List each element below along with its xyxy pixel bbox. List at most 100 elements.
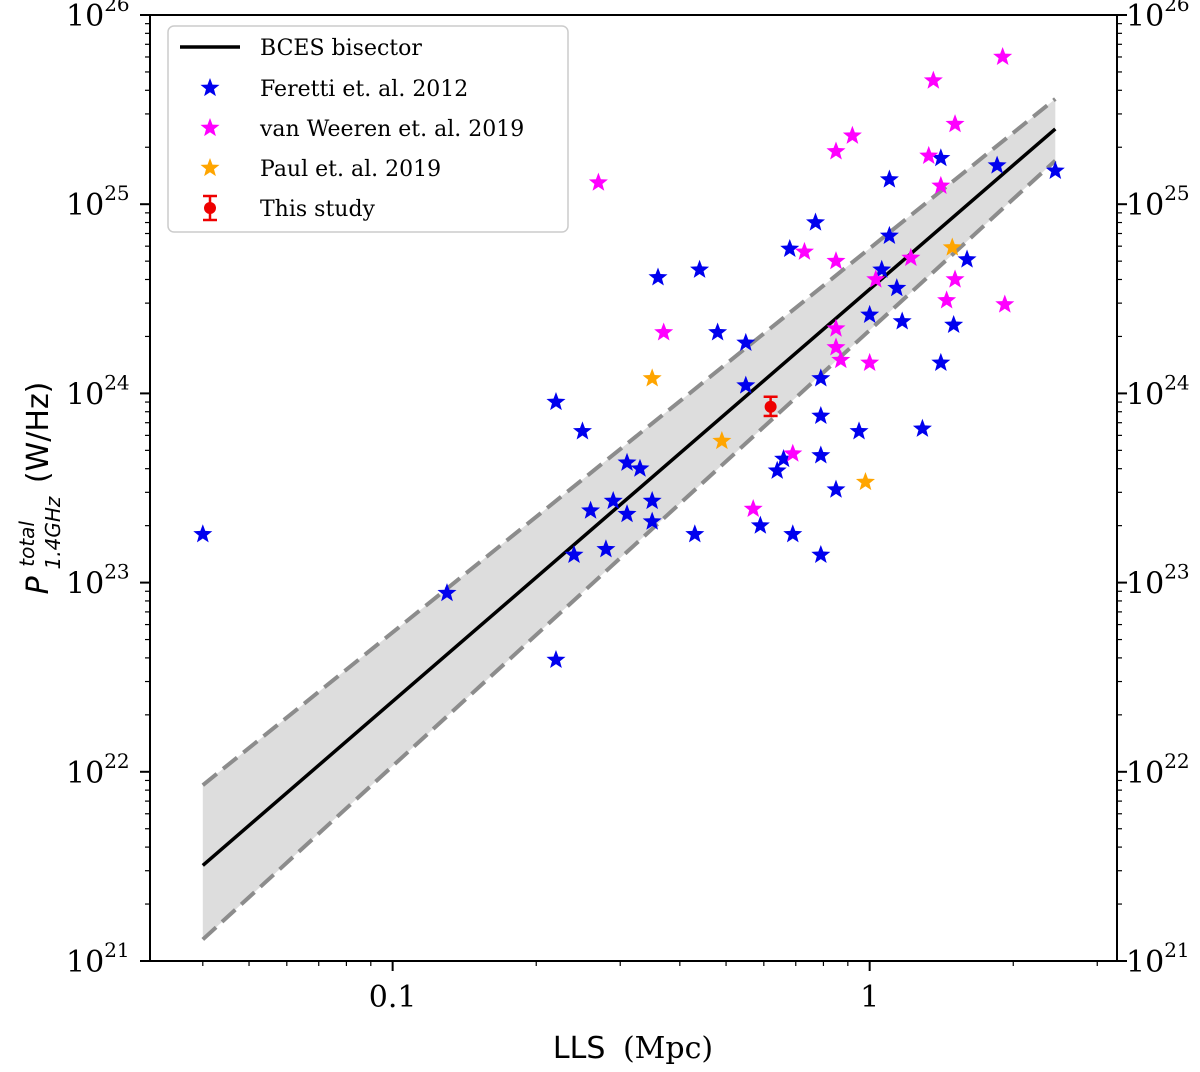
y-tick-label-right-25: 1025: [1126, 181, 1190, 223]
data-point-feretti-et-al-2012-27: [811, 405, 831, 425]
data-point-van-weeren-et-al-2019-17: [937, 290, 957, 309]
y-tick-label-left-25: 1025: [66, 181, 130, 223]
data-point-van-weeren-et-al-2019-12: [866, 269, 886, 288]
fit-lower-bound-line: [201, 159, 1057, 941]
data-point-feretti-et-al-2012-37: [892, 311, 912, 330]
plot-area: [193, 46, 1065, 941]
data-point-feretti-et-al-2012-7: [596, 539, 616, 558]
data-point-feretti-et-al-2012-31: [849, 421, 869, 440]
y-tick-label-left-26: 1026: [66, 0, 130, 34]
legend-swatch-van-weeren-et-al-2019: [200, 118, 220, 137]
data-point-feretti-et-al-2012-44: [1045, 160, 1065, 179]
data-point-feretti-et-al-2012-18: [736, 375, 756, 394]
data-point-feretti-et-al-2012-17: [708, 322, 728, 341]
legend-swatch-feretti-et-al-2012: [200, 78, 220, 97]
fit-line-bces-bisector: [201, 127, 1057, 867]
data-point-feretti-et-al-2012-23: [780, 238, 800, 258]
legend-label-fit: BCES bisector: [260, 36, 422, 61]
data-point-van-weeren-et-al-2019-11: [860, 352, 880, 371]
data-point-this-study-0: [764, 400, 777, 413]
y-tick-label-left-22: 1022: [66, 749, 130, 791]
data-point-van-weeren-et-al-2019-13: [901, 247, 921, 267]
x-axis-label-unit: (Mpc): [623, 1031, 713, 1066]
data-point-feretti-et-al-2012-28: [811, 445, 831, 464]
plot-frame: [149, 14, 1118, 962]
data-point-van-weeren-et-al-2019-3: [783, 443, 803, 462]
legend-swatch-this-study: [204, 202, 216, 214]
y-axis-label-unit: (W/Hz): [21, 382, 56, 483]
svg-text:P total 1.4GHz: P total 1.4GHz (W/Hz): [7, 382, 68, 595]
data-point-van-weeren-et-al-2019-5: [826, 141, 846, 160]
data-point-van-weeren-et-al-2019-21: [995, 294, 1015, 313]
data-point-van-weeren-et-al-2019-6: [826, 251, 846, 270]
data-point-feretti-et-al-2012-11: [630, 458, 650, 477]
data-point-feretti-et-al-2012-26: [811, 368, 831, 387]
data-point-feretti-et-al-2012-22: [774, 449, 794, 468]
data-points: [193, 46, 1065, 669]
x-tick-label-1: 1: [860, 980, 879, 1015]
data-point-feretti-et-al-2012-13: [642, 511, 662, 530]
y-tick-label-left-23: 1023: [66, 560, 130, 602]
data-point-van-weeren-et-al-2019-7: [826, 318, 846, 337]
series-paul-et-al-2019: [642, 237, 962, 491]
legend-label-this-study: This study: [260, 197, 376, 222]
x-axis-label: LLS (Mpc): [553, 1031, 713, 1066]
data-point-van-weeren-et-al-2019-0: [588, 172, 608, 191]
data-point-feretti-et-al-2012-38: [912, 418, 932, 437]
y-tick-label-right-21: 1021: [1126, 938, 1190, 980]
y-axis-label-superscript: total: [15, 521, 39, 567]
legend-label-feretti-et-al-2012: Feretti et. al. 2012: [260, 77, 468, 102]
data-point-van-weeren-et-al-2019-16: [931, 175, 951, 194]
data-point-paul-et-al-2019-3: [942, 237, 962, 256]
fit-upper-bound-line: [201, 97, 1057, 787]
data-point-feretti-et-al-2012-1: [437, 583, 457, 602]
data-point-paul-et-al-2019-2: [855, 472, 875, 491]
x-axis-label-text: LLS: [553, 1031, 605, 1066]
legend-label-paul-et-al-2019: Paul et. al. 2019: [260, 157, 441, 182]
data-point-van-weeren-et-al-2019-20: [993, 46, 1013, 66]
y-tick-label-right-22: 1022: [1126, 749, 1190, 791]
axis-ticks: 1021 1021 1022 1022 1023 1023 1024 1024 1025 1025…: [66, 0, 1190, 1015]
data-point-feretti-et-al-2012-10: [617, 452, 637, 471]
data-point-feretti-et-al-2012-20: [750, 515, 770, 534]
data-point-van-weeren-et-al-2019-2: [743, 498, 763, 518]
data-point-van-weeren-et-al-2019-18: [945, 114, 965, 133]
data-point-van-weeren-et-al-2019-14: [919, 145, 939, 164]
data-point-van-weeren-et-al-2019-8: [826, 337, 846, 356]
legend-frame: [167, 25, 569, 233]
y-tick-label-right-24: 1024: [1126, 370, 1190, 412]
y-axis-label-symbol: P: [21, 575, 56, 594]
data-point-feretti-et-al-2012-42: [957, 249, 977, 268]
data-point-feretti-et-al-2012-6: [581, 500, 601, 519]
data-point-feretti-et-al-2012-36: [887, 278, 907, 297]
data-point-feretti-et-al-2012-43: [987, 155, 1007, 174]
data-point-feretti-et-al-2012-34: [879, 225, 899, 244]
data-point-feretti-et-al-2012-0: [193, 524, 213, 543]
series-this-study: [763, 395, 778, 418]
data-point-paul-et-al-2019-1: [712, 431, 732, 450]
data-point-feretti-et-al-2012-5: [572, 421, 592, 440]
data-point-feretti-et-al-2012-4: [564, 544, 584, 564]
y-tick-label-left-21: 1021: [66, 938, 130, 980]
data-point-feretti-et-al-2012-40: [931, 148, 951, 167]
legend-swatch-paul-et-al-2019: [200, 158, 220, 177]
y-axis-label-subscript: 1.4GHz: [41, 496, 65, 569]
data-point-van-weeren-et-al-2019-1: [654, 322, 674, 341]
data-point-feretti-et-al-2012-14: [648, 267, 668, 286]
data-point-van-weeren-et-al-2019-19: [945, 269, 965, 288]
legend-label-van-weeren-et-al-2019: van Weeren et. al. 2019: [259, 117, 524, 142]
data-point-feretti-et-al-2012-9: [617, 504, 637, 523]
data-point-feretti-et-al-2012-33: [872, 259, 892, 278]
data-point-van-weeren-et-al-2019-10: [842, 125, 862, 144]
data-point-feretti-et-al-2012-41: [944, 314, 964, 334]
data-point-feretti-et-al-2012-19: [736, 332, 756, 351]
data-point-van-weeren-et-al-2019-15: [923, 70, 943, 89]
x-tick-label-0.1: 0.1: [369, 980, 417, 1015]
y-axis-label: P total 1.4GHz (W/Hz): [7, 382, 68, 595]
series-feretti-et-al-2012: [193, 148, 1065, 669]
data-point-paul-et-al-2019-0: [642, 368, 662, 387]
data-point-feretti-et-al-2012-30: [826, 479, 846, 498]
data-point-feretti-et-al-2012-29: [811, 544, 831, 564]
data-point-feretti-et-al-2012-24: [783, 524, 803, 543]
